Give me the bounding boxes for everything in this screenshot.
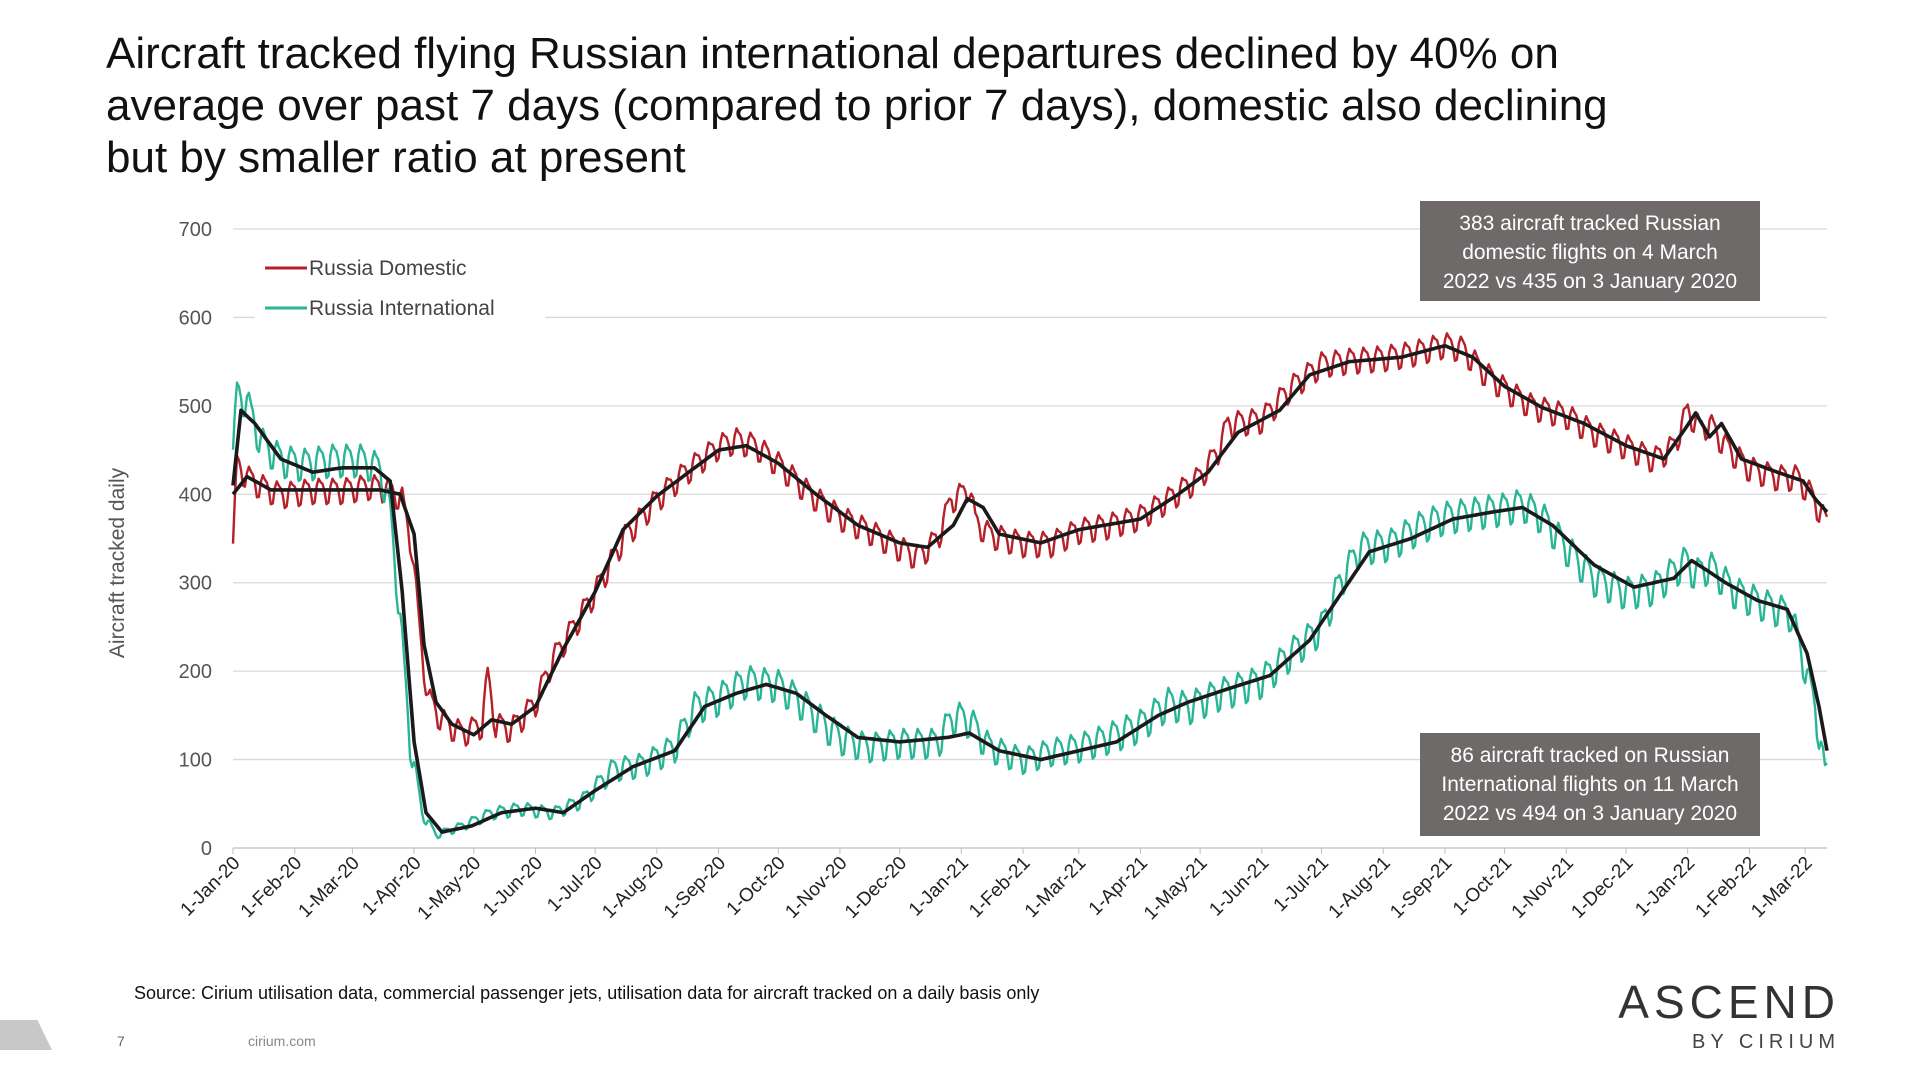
callout-international: 86 aircraft tracked on Russian Internati… [1420,733,1760,836]
y-tick-label: 600 [179,307,212,329]
x-tick-label: 1-Jan-22 [1631,853,1699,921]
callout-domestic-line-3: 2022 vs 435 on 3 January 2020 [1442,270,1738,293]
chart-title-line-1: Aircraft tracked flying Russian internat… [106,29,1559,78]
x-tick-label: 1-Mar-21 [1021,853,1090,922]
logo-main-text: ASCEND [1618,976,1840,1028]
x-tick-label: 1-May-21 [1140,853,1212,925]
x-axis-ticks: 1-Jan-201-Feb-201-Mar-201-Apr-201-May-20… [177,848,1817,924]
x-tick-label: 1-Nov-21 [1508,853,1578,923]
y-tick-label: 400 [179,484,212,506]
callout-international-line-1: 86 aircraft tracked on Russian [1450,744,1730,767]
rolling-average-line-international [231,408,1829,834]
gridlines [233,228,1827,849]
legend-label: Russia Domestic [309,257,467,280]
x-tick-label: 1-Sep-21 [1386,853,1456,923]
y-axis-ticks: 0 100 200 300 400 500 600 700 [179,219,212,860]
legend: Russia Domestic Russia International [255,247,545,327]
y-tick-label: 300 [179,573,212,595]
x-tick-label: 1-Feb-20 [237,853,306,922]
ascend-logo: ASCEND BY CIRIUM [1600,975,1840,1054]
y-tick-label: 200 [179,661,212,683]
x-tick-label: 1-Mar-22 [1747,853,1816,922]
chart-title-line-2: average over past 7 days (compared to pr… [106,81,1608,130]
legend-label: Russia International [309,297,495,320]
callout-international-line-2: International flights on 11 March [1441,773,1739,796]
footer-site-link[interactable]: cirium.com [248,1033,316,1049]
x-tick-label: 1-Jul-21 [1270,853,1333,916]
x-tick-label: 1-Jan-21 [905,853,973,921]
x-tick-label: 1-Jun-20 [479,853,547,921]
x-tick-label: 1-Aug-21 [1325,853,1395,923]
chart-title-line-3: but by smaller ratio at present [106,133,686,182]
x-tick-label: 1-Dec-21 [1567,853,1637,923]
series-line-domestic [231,332,1829,747]
series-lines [231,332,1829,840]
y-tick-label: 0 [201,838,212,860]
x-tick-label: 1-Oct-21 [1449,853,1516,920]
logo-sub-text: BY CIRIUM [1692,1031,1840,1053]
x-tick-label: 1-Jun-21 [1205,853,1273,921]
x-tick-label: 1-Aug-20 [598,853,668,923]
x-tick-label: 1-Jul-20 [543,853,606,916]
x-tick-label: 1-Jan-20 [177,853,245,921]
x-tick-label: 1-Sep-20 [660,853,730,923]
page-number: 7 [117,1033,125,1049]
y-tick-label: 500 [179,396,212,418]
x-tick-label: 1-Mar-20 [295,853,364,922]
source-note: Source: Cirium utilisation data, commerc… [134,983,1040,1003]
rolling-average-line-domestic [231,343,1829,737]
callout-domestic-line-2: domestic flights on 4 March [1462,241,1718,264]
x-tick-label: 1-Nov-20 [781,853,851,923]
y-axis-label: Aircraft tracked daily [106,467,129,658]
chart-title: Aircraft tracked flying Russian internat… [106,28,1806,184]
y-tick-label: 100 [179,750,212,772]
callout-international-line-3: 2022 vs 494 on 3 January 2020 [1442,802,1738,825]
callout-domestic: 383 aircraft tracked Russian domestic fl… [1420,201,1760,301]
x-tick-label: 1-Oct-20 [723,853,790,920]
legend-background [255,247,545,327]
x-tick-label: 1-Dec-20 [841,853,911,923]
y-tick-label: 700 [179,219,212,241]
x-tick-label: 1-May-20 [414,853,486,925]
callout-domestic-line-1: 383 aircraft tracked Russian [1459,212,1721,235]
